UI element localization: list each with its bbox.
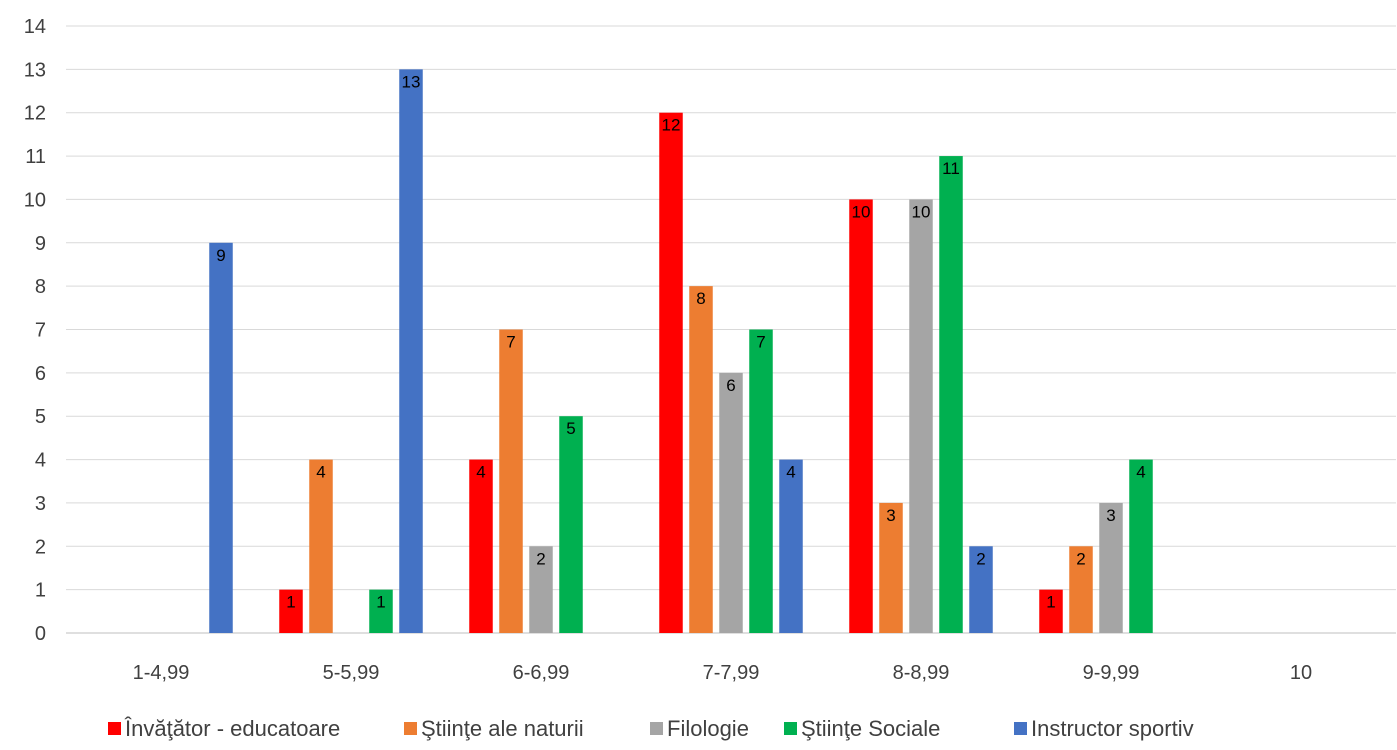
bar <box>399 69 423 634</box>
data-label: 9 <box>216 246 225 265</box>
data-label: 4 <box>786 463 795 482</box>
x-tick-label: 10 <box>1290 662 1312 684</box>
bar <box>529 546 553 633</box>
data-label: 10 <box>852 202 871 221</box>
legend-swatch <box>784 722 797 735</box>
bar <box>1039 589 1063 633</box>
x-tick-label: 5-5,99 <box>323 662 380 684</box>
bar <box>209 242 233 634</box>
bar <box>369 589 393 633</box>
data-label: 6 <box>726 376 735 395</box>
data-label: 7 <box>506 333 515 352</box>
y-tick-label: 0 <box>35 623 46 645</box>
bar <box>469 459 493 633</box>
y-tick-label: 10 <box>24 189 46 211</box>
bar <box>309 459 333 633</box>
y-tick-label: 1 <box>35 580 46 602</box>
x-tick-label: 9-9,99 <box>1083 662 1140 684</box>
data-label: 3 <box>886 506 895 525</box>
y-tick-label: 7 <box>35 320 46 342</box>
bar <box>779 459 803 633</box>
data-label: 7 <box>756 333 765 352</box>
data-label: 13 <box>402 72 421 91</box>
bar <box>939 156 963 634</box>
data-label: 5 <box>566 419 575 438</box>
x-tick-label: 8-8,99 <box>893 662 950 684</box>
legend-swatch <box>1014 722 1027 735</box>
legend-item-label: Ştiinţe ale naturii <box>421 716 584 741</box>
data-label: 1 <box>376 593 385 612</box>
bar <box>909 199 933 633</box>
data-label: 4 <box>476 463 485 482</box>
legend-item-label: Instructor sportiv <box>1031 716 1194 741</box>
data-label: 2 <box>1076 549 1085 568</box>
data-label: 1 <box>1046 593 1055 612</box>
bar <box>719 372 743 633</box>
bar <box>849 199 873 633</box>
bar <box>749 329 773 633</box>
bar <box>1069 546 1093 633</box>
y-tick-label: 11 <box>25 146 46 168</box>
y-tick-label: 5 <box>35 406 46 428</box>
legend: Învăţător - educatoare Ştiinţe ale naturi… <box>108 716 1194 741</box>
y-tick-label: 3 <box>35 493 46 515</box>
data-label: 10 <box>912 202 931 221</box>
data-label: 4 <box>1136 463 1145 482</box>
bar <box>659 112 683 633</box>
bar <box>689 286 713 633</box>
legend-item-label: Ştiinţe Sociale <box>801 716 940 741</box>
y-tick-label: 6 <box>35 363 46 385</box>
legend-swatch <box>404 722 417 735</box>
y-tick-label: 2 <box>35 536 46 558</box>
bar <box>559 416 583 633</box>
bar <box>499 329 523 633</box>
x-tick-label: 1-4,99 <box>133 662 190 684</box>
data-label: 2 <box>536 549 545 568</box>
x-tick-label: 6-6,99 <box>513 662 570 684</box>
y-tick-label: 12 <box>24 103 46 125</box>
y-tick-label: 14 <box>24 16 46 38</box>
bar <box>879 502 903 633</box>
x-tick-label: 7-7,99 <box>703 662 760 684</box>
legend-swatch <box>650 722 663 735</box>
bar <box>279 589 303 633</box>
bar <box>1129 459 1153 633</box>
data-label: 4 <box>316 463 325 482</box>
legend-swatch <box>108 722 121 735</box>
y-tick-label: 4 <box>35 450 46 472</box>
y-tick-label: 8 <box>35 276 46 298</box>
y-tick-label: 13 <box>24 59 46 81</box>
x-axis: 1-4,99 5-5,99 6-6,99 7-7,99 8-8,99 9-9,99 10 <box>133 662 1312 684</box>
data-label: 1 <box>286 593 295 612</box>
bar <box>1099 502 1123 633</box>
data-label: 11 <box>942 159 960 178</box>
data-label: 3 <box>1106 506 1115 525</box>
bar <box>969 546 993 633</box>
legend-item-label: Învăţător - educatoare <box>124 716 340 741</box>
y-tick-label: 9 <box>35 233 46 255</box>
legend-item-label: Filologie <box>667 716 749 741</box>
data-label: 12 <box>662 116 681 135</box>
data-label: 2 <box>976 549 985 568</box>
data-label: 8 <box>696 289 705 308</box>
